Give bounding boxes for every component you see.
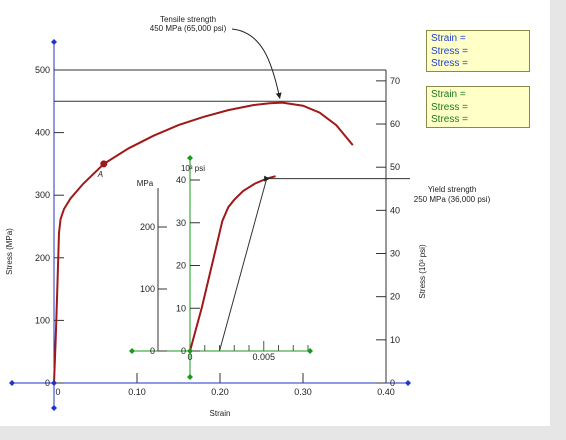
x-tick-label: 0.40 xyxy=(377,387,395,397)
y-right-tick-label: 20 xyxy=(390,292,400,302)
readout-stress-label: Stress = xyxy=(431,101,468,113)
readout-strain-label: Strain = xyxy=(431,89,466,100)
inset-x-tick-label: 0.005 xyxy=(252,352,275,362)
inset-chart: 0 100 200 MPa 0 10 20 30 40 10³ psi 0 0.005 xyxy=(132,158,310,377)
x-tick-label: 0.10 xyxy=(128,387,146,397)
point-a-label: A xyxy=(97,170,103,179)
y-right-axis-title: Stress (10³ psi) xyxy=(418,244,427,299)
x-tick-label: 0.30 xyxy=(294,387,312,397)
yield-strength-value: 250 MPa (36,000 psi) xyxy=(414,195,491,204)
inset-x-tick-label: 0 xyxy=(187,352,192,362)
y-right-tick-label: 10 xyxy=(390,335,400,345)
main-curve-group xyxy=(53,101,354,384)
blue-handle[interactable] xyxy=(405,380,411,386)
main-curve xyxy=(53,101,354,384)
readout-stress-psi-label: Stress = xyxy=(431,58,468,69)
tensile-strength-value: 450 MPa (65,000 psi) xyxy=(150,24,227,33)
y-tick-label: 300 xyxy=(35,190,50,200)
inset-mpa-unit: MPa xyxy=(137,179,154,188)
y-right-tick-label: 50 xyxy=(390,162,400,172)
blue-handle[interactable] xyxy=(51,380,57,386)
y-right-tick-label: 60 xyxy=(390,119,400,129)
inset-psi-tick-label: 20 xyxy=(176,261,186,271)
x-axis-title: Strain xyxy=(210,409,231,418)
green-handle[interactable] xyxy=(187,374,193,380)
green-handle[interactable] xyxy=(129,348,135,354)
y-tick-label: 400 xyxy=(35,128,50,138)
readout-stress-label: Stress = xyxy=(431,45,468,57)
inset-psi-tick-label: 40 xyxy=(176,175,186,185)
green-handle[interactable] xyxy=(307,348,313,354)
main-panel: 0 0.10 0.20 0.30 0.40 0 100 200 300 400 500 0 10 20 30… xyxy=(0,0,550,426)
inset-psi-unit: 10³ psi xyxy=(181,164,205,173)
inset-mpa-tick-label: 100 xyxy=(140,284,155,294)
yield-strength-title: Yield strength xyxy=(428,185,477,194)
y-right-tick-label: 30 xyxy=(390,249,400,259)
readout-box-green: Strain = Stress = Stress = xyxy=(426,86,530,128)
readout-stress-psi-label: Stress = xyxy=(431,114,468,125)
green-handle[interactable] xyxy=(187,348,193,354)
green-handle[interactable] xyxy=(187,155,193,161)
readout-box-blue: Strain = Stress = Stress = xyxy=(426,30,530,72)
blue-handle[interactable] xyxy=(51,405,57,411)
tensile-strength-title: Tensile strength xyxy=(160,15,216,24)
y-right-tick-label: 40 xyxy=(390,205,400,215)
inset-psi-tick-label: 10 xyxy=(176,303,186,313)
y-tick-label: 200 xyxy=(35,253,50,263)
handles[interactable] xyxy=(9,39,411,411)
y-right-tick-label: 0 xyxy=(390,378,395,388)
y-tick-label: 0 xyxy=(45,378,50,388)
y-axis-title: Stress (MPa) xyxy=(5,228,14,275)
point-a-marker xyxy=(100,160,108,168)
inset-psi-tick-label: 30 xyxy=(176,218,186,228)
x-tick-label: 0.20 xyxy=(211,387,229,397)
offset-line xyxy=(219,178,268,352)
y-tick-label: 100 xyxy=(35,315,50,325)
inset-mpa-tick-label: 200 xyxy=(140,222,155,232)
tensile-arrow xyxy=(231,28,282,99)
readout-strain-label: Strain = xyxy=(431,33,466,44)
blue-handle[interactable] xyxy=(51,39,57,45)
inset-curve xyxy=(189,175,276,352)
inset-mpa-tick-label: 0 xyxy=(150,346,155,356)
blue-handle[interactable] xyxy=(9,380,15,386)
inset-psi-tick-label: 0 xyxy=(181,346,186,356)
main-axes: 0 0.10 0.20 0.30 0.4001002003004005000102030… xyxy=(5,42,427,418)
stress-strain-chart: 0 0.10 0.20 0.30 0.4001002003004005000102030… xyxy=(5,15,491,418)
y-tick-label: 500 xyxy=(35,65,50,75)
y-right-tick-label: 70 xyxy=(390,76,400,86)
x-tick-label: 0 xyxy=(55,387,60,397)
